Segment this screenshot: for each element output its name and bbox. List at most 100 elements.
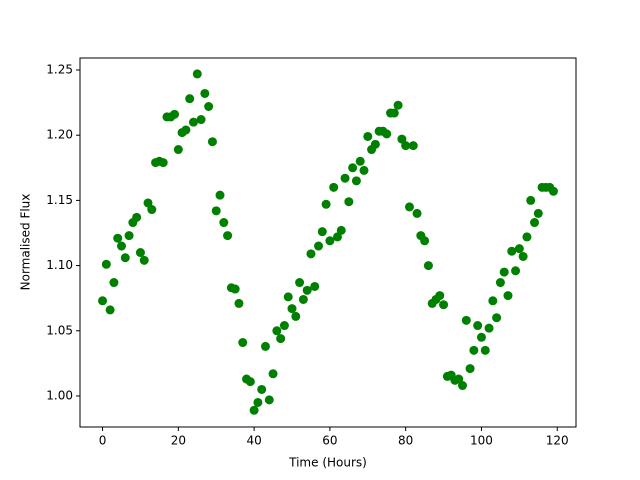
point bbox=[124, 231, 134, 241]
point bbox=[181, 125, 191, 135]
point bbox=[283, 292, 293, 302]
point bbox=[132, 212, 142, 222]
point bbox=[295, 278, 305, 288]
point bbox=[170, 109, 180, 119]
point bbox=[382, 129, 392, 139]
point bbox=[454, 374, 464, 384]
point bbox=[348, 163, 358, 173]
point bbox=[230, 284, 240, 294]
point bbox=[249, 405, 259, 415]
point bbox=[173, 145, 183, 155]
point bbox=[113, 233, 123, 243]
point bbox=[332, 232, 342, 242]
point bbox=[257, 384, 267, 394]
point bbox=[499, 267, 509, 277]
point bbox=[548, 186, 558, 196]
x-tick-label: 20 bbox=[171, 434, 186, 448]
point bbox=[253, 397, 263, 407]
point bbox=[533, 208, 543, 218]
y-tick-label: 1.15 bbox=[46, 193, 73, 207]
point bbox=[336, 225, 346, 235]
point bbox=[185, 94, 195, 104]
point bbox=[268, 369, 278, 379]
point bbox=[370, 139, 380, 149]
x-tick-label: 120 bbox=[546, 434, 569, 448]
point bbox=[507, 246, 517, 256]
point bbox=[291, 311, 301, 321]
point bbox=[473, 321, 483, 331]
point bbox=[238, 338, 248, 348]
point bbox=[158, 158, 168, 168]
x-tick-label: 40 bbox=[246, 434, 261, 448]
point bbox=[397, 134, 407, 144]
point bbox=[344, 197, 354, 207]
point bbox=[355, 156, 365, 166]
point bbox=[204, 102, 214, 112]
point bbox=[234, 298, 244, 308]
point bbox=[412, 208, 422, 218]
point bbox=[321, 199, 331, 209]
point bbox=[188, 117, 198, 127]
point bbox=[526, 195, 536, 205]
point bbox=[458, 381, 468, 391]
point bbox=[279, 321, 289, 331]
point bbox=[423, 261, 433, 271]
point bbox=[469, 345, 479, 355]
point bbox=[200, 88, 210, 98]
point bbox=[287, 304, 297, 314]
point bbox=[147, 205, 157, 215]
x-tick-label: 0 bbox=[99, 434, 107, 448]
point bbox=[120, 253, 130, 263]
point bbox=[393, 100, 403, 110]
point bbox=[98, 296, 108, 306]
point bbox=[511, 266, 521, 276]
point bbox=[310, 281, 320, 291]
point bbox=[340, 173, 350, 183]
y-tick-label: 1.10 bbox=[46, 258, 73, 272]
point bbox=[325, 236, 335, 246]
point bbox=[495, 278, 505, 288]
point bbox=[514, 244, 524, 254]
point bbox=[359, 165, 369, 175]
point bbox=[461, 315, 471, 325]
y-tick-label: 1.25 bbox=[46, 62, 73, 76]
point bbox=[260, 341, 270, 351]
x-axis-label: Time (Hours) bbox=[288, 456, 367, 470]
point bbox=[439, 300, 449, 310]
point bbox=[143, 198, 153, 208]
x-tick-label: 80 bbox=[398, 434, 413, 448]
point bbox=[480, 345, 490, 355]
point bbox=[518, 251, 528, 261]
point bbox=[219, 218, 229, 228]
point bbox=[484, 323, 494, 333]
point bbox=[351, 176, 361, 186]
point bbox=[465, 364, 475, 374]
point bbox=[135, 248, 145, 258]
plot-frame bbox=[79, 57, 577, 428]
point bbox=[329, 182, 339, 192]
point bbox=[522, 232, 532, 242]
point bbox=[492, 313, 502, 323]
point bbox=[408, 141, 418, 151]
x-tick-label: 60 bbox=[322, 434, 337, 448]
point bbox=[272, 326, 282, 336]
point bbox=[317, 227, 327, 237]
point bbox=[192, 69, 202, 79]
point bbox=[389, 108, 399, 118]
point bbox=[116, 241, 126, 251]
point bbox=[105, 305, 115, 315]
point bbox=[101, 259, 111, 269]
point bbox=[215, 190, 225, 200]
point bbox=[302, 285, 312, 295]
point bbox=[264, 395, 274, 405]
point bbox=[298, 294, 308, 304]
point bbox=[223, 231, 233, 241]
point bbox=[435, 291, 445, 301]
point bbox=[207, 137, 217, 147]
y-tick-label: 1.00 bbox=[46, 388, 73, 402]
point bbox=[488, 296, 498, 306]
point bbox=[245, 377, 255, 387]
x-tick-label: 100 bbox=[470, 434, 493, 448]
